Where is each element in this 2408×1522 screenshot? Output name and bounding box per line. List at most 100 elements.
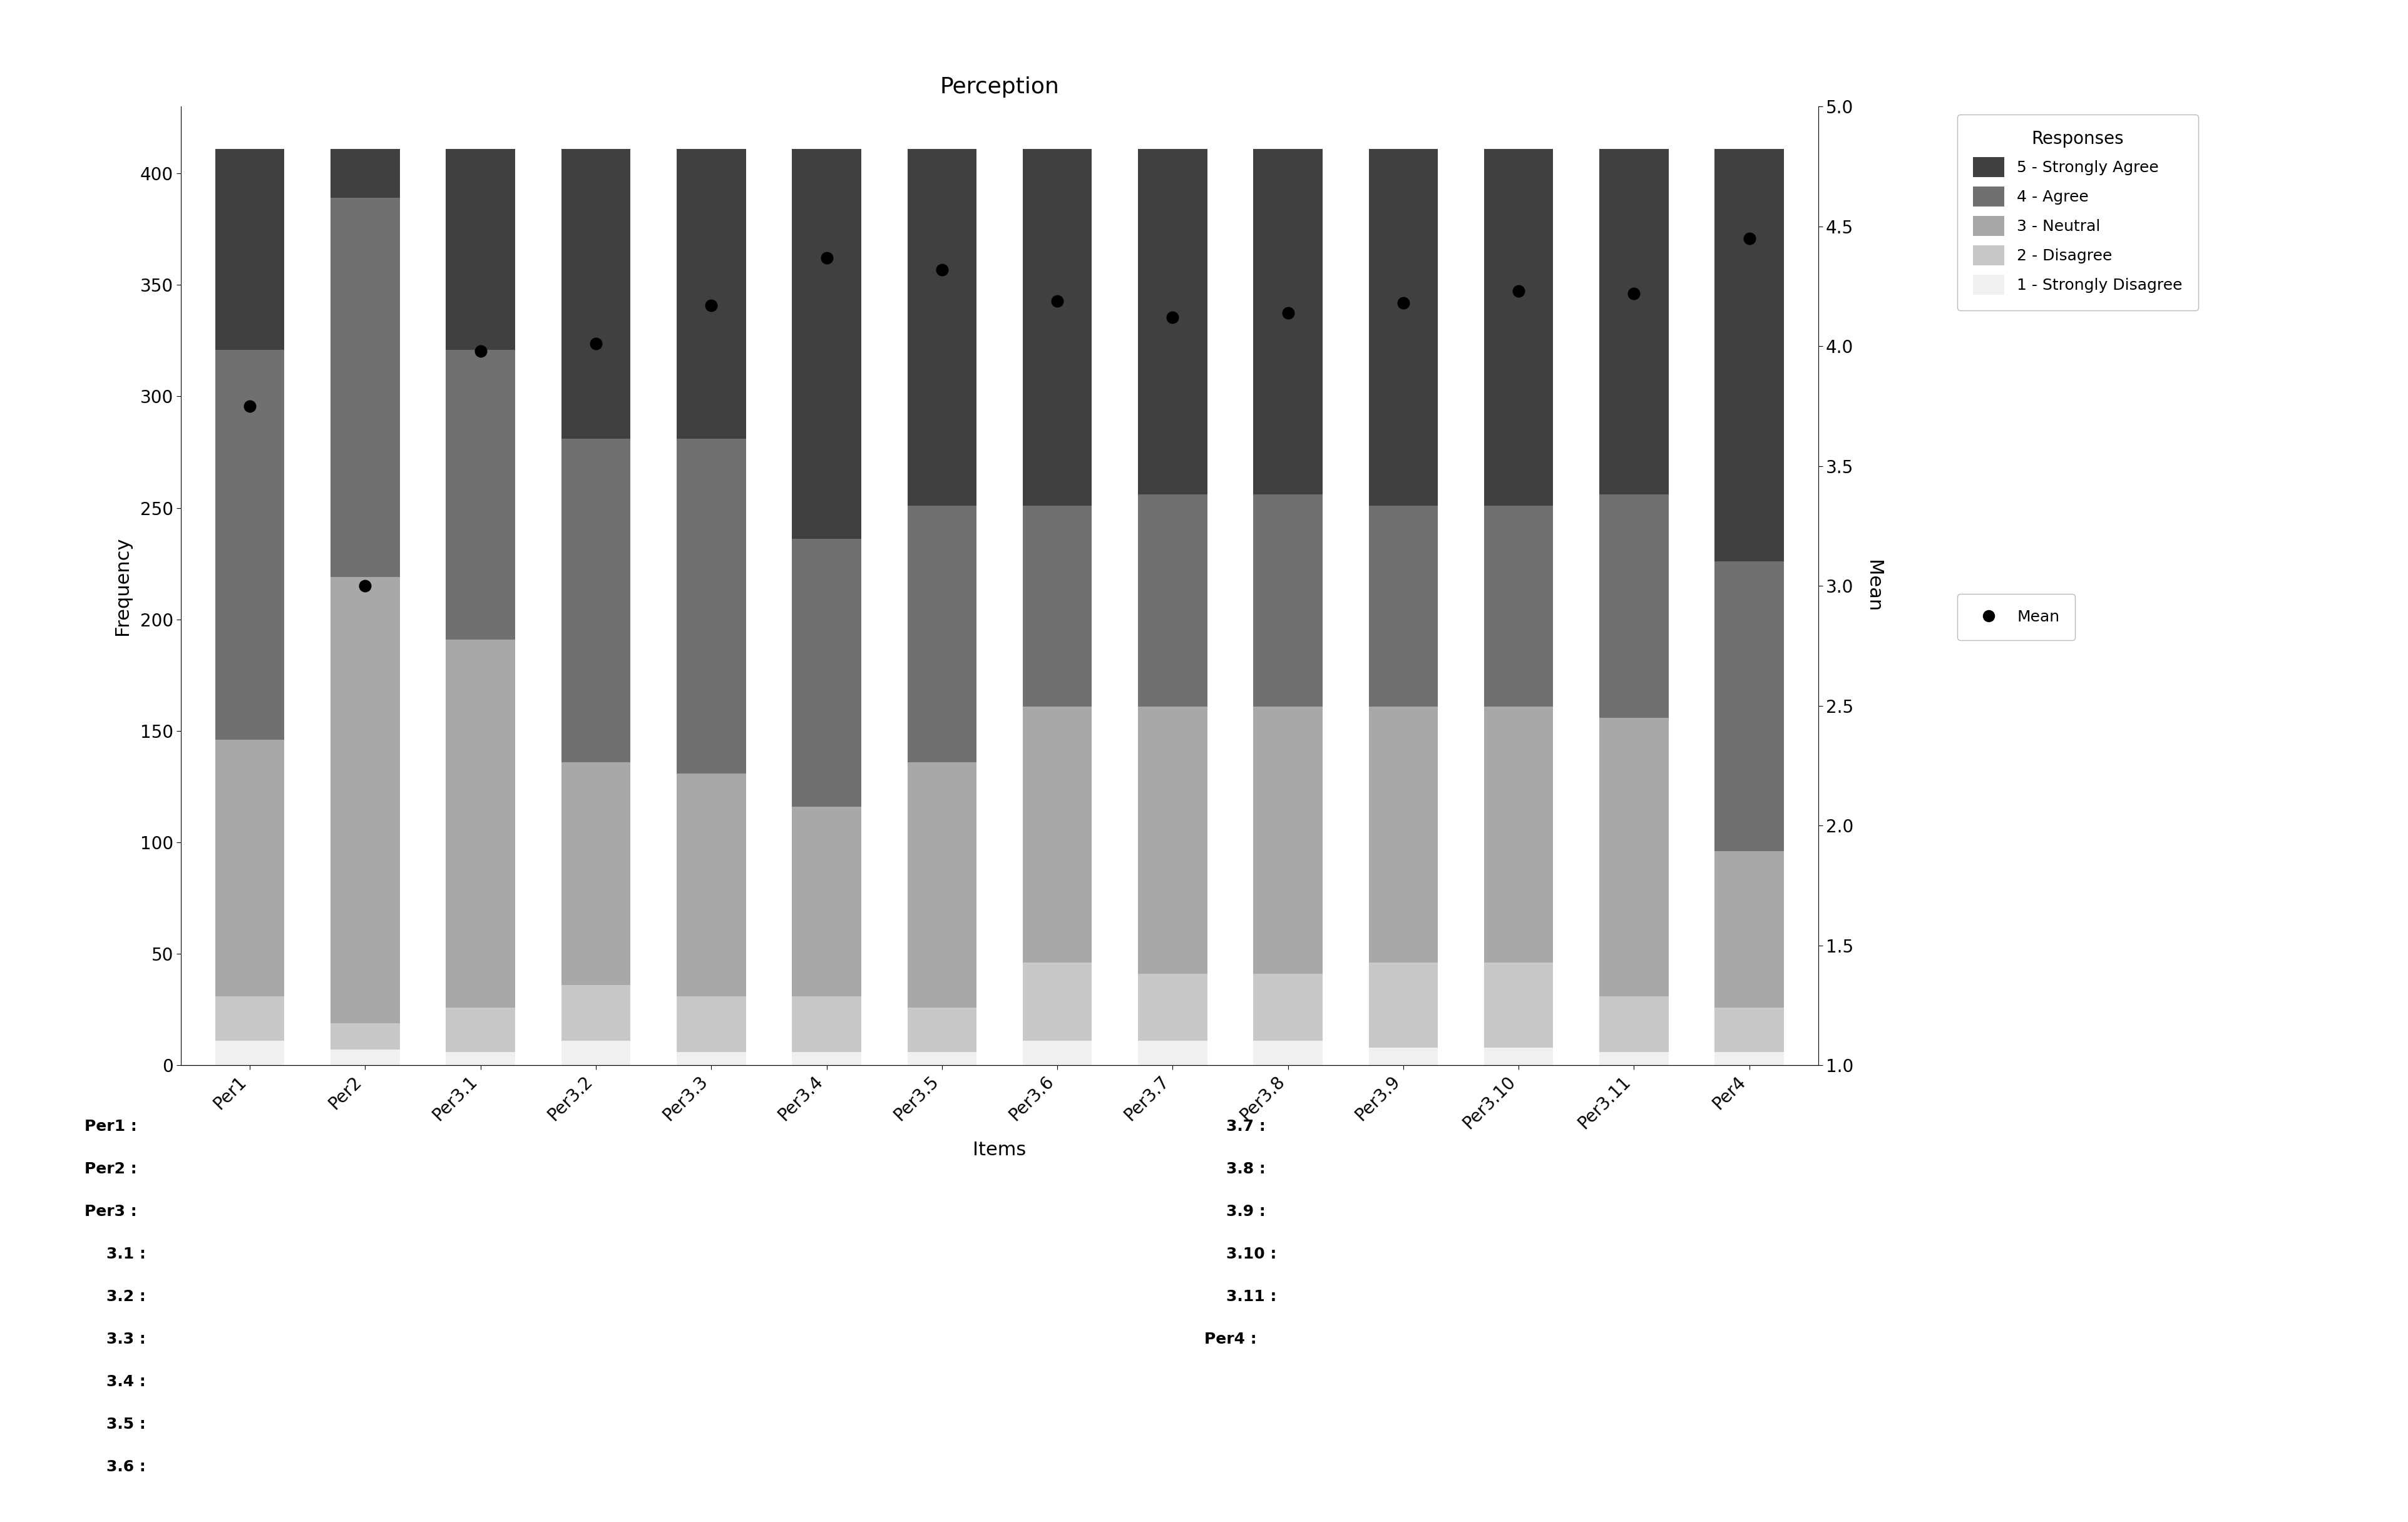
Bar	[908, 505, 975, 763]
Bar	[792, 997, 862, 1052]
Text: Per2 :: Per2 :	[84, 1161, 137, 1177]
Text: 3.10 :: 3.10 :	[1204, 1247, 1276, 1262]
Bar	[677, 773, 746, 997]
Point	[1498, 279, 1536, 303]
Bar	[792, 539, 862, 807]
Bar	[1023, 149, 1091, 505]
Bar	[1137, 974, 1206, 1041]
Point	[347, 574, 385, 598]
Bar	[1483, 1047, 1553, 1065]
Bar	[1714, 562, 1784, 851]
Bar	[792, 149, 862, 539]
Bar	[1368, 149, 1438, 505]
Bar	[1599, 717, 1669, 997]
Bar	[908, 1008, 975, 1052]
Point	[922, 257, 961, 282]
Bar	[561, 1041, 631, 1065]
Bar	[908, 763, 975, 1008]
Bar	[330, 577, 400, 1023]
Bar	[445, 149, 515, 350]
Y-axis label: Mean: Mean	[1864, 560, 1881, 612]
Point	[807, 245, 845, 269]
Text: 3.7 :: 3.7 :	[1204, 1119, 1264, 1134]
Bar	[1023, 1041, 1091, 1065]
Text: Per3 :: Per3 :	[84, 1204, 137, 1219]
Bar	[908, 149, 975, 505]
Bar	[214, 350, 284, 740]
Bar	[214, 149, 284, 350]
Text: 3.4 :: 3.4 :	[84, 1374, 144, 1390]
Bar	[677, 1052, 746, 1065]
Point	[691, 294, 730, 318]
Bar	[445, 1052, 515, 1065]
Bar	[1023, 963, 1091, 1041]
Point	[462, 339, 501, 364]
Bar	[1252, 974, 1322, 1041]
Bar	[1252, 706, 1322, 974]
Point	[1153, 306, 1192, 330]
Point	[576, 332, 614, 356]
Bar	[908, 1052, 975, 1065]
Point	[1613, 282, 1652, 306]
Bar	[445, 350, 515, 639]
Bar	[1599, 149, 1669, 495]
Bar	[1137, 495, 1206, 706]
Bar	[677, 997, 746, 1052]
Bar	[1252, 1041, 1322, 1065]
Bar	[1483, 505, 1553, 706]
Bar	[1368, 706, 1438, 963]
Point	[231, 394, 270, 419]
Bar	[1023, 505, 1091, 706]
Bar	[677, 149, 746, 438]
Bar	[792, 807, 862, 997]
Text: 3.1 :: 3.1 :	[84, 1247, 144, 1262]
Y-axis label: Frequency: Frequency	[113, 537, 130, 635]
Bar	[1252, 149, 1322, 495]
Bar	[445, 1008, 515, 1052]
Bar	[1137, 1041, 1206, 1065]
Bar	[1483, 963, 1553, 1047]
Title: Perception: Perception	[939, 76, 1060, 97]
Text: Per1 :: Per1 :	[84, 1119, 137, 1134]
Text: Per4 :: Per4 :	[1204, 1332, 1257, 1347]
Point	[1729, 227, 1767, 251]
Point	[1038, 289, 1076, 314]
Bar	[1023, 706, 1091, 963]
Text: 3.9 :: 3.9 :	[1204, 1204, 1264, 1219]
Bar	[1714, 1052, 1784, 1065]
Bar	[330, 198, 400, 577]
Bar	[214, 997, 284, 1041]
Bar	[1137, 706, 1206, 974]
Legend: Mean: Mean	[1958, 594, 2076, 641]
Text: 3.8 :: 3.8 :	[1204, 1161, 1264, 1177]
Bar	[214, 740, 284, 997]
Bar	[1483, 149, 1553, 505]
Bar	[561, 985, 631, 1041]
Bar	[214, 1041, 284, 1065]
Bar	[1599, 997, 1669, 1052]
Text: 3.5 :: 3.5 :	[84, 1417, 144, 1432]
Point	[1269, 300, 1308, 324]
Bar	[561, 438, 631, 763]
Bar	[330, 1050, 400, 1065]
Bar	[561, 149, 631, 438]
Bar	[1714, 149, 1784, 562]
Bar	[1368, 505, 1438, 706]
Bar	[330, 1023, 400, 1050]
Bar	[1368, 1047, 1438, 1065]
Bar	[1714, 1008, 1784, 1052]
Point	[1385, 291, 1423, 315]
Bar	[561, 763, 631, 985]
Bar	[1714, 851, 1784, 1008]
Text: 3.11 :: 3.11 :	[1204, 1289, 1276, 1304]
Bar	[445, 639, 515, 1008]
Bar	[1483, 706, 1553, 963]
Bar	[330, 149, 400, 198]
Bar	[1599, 495, 1669, 717]
Bar	[1252, 495, 1322, 706]
Bar	[1599, 1052, 1669, 1065]
Bar	[792, 1052, 862, 1065]
X-axis label: Items: Items	[973, 1142, 1026, 1160]
Bar	[1368, 963, 1438, 1047]
Text: 3.2 :: 3.2 :	[84, 1289, 144, 1304]
